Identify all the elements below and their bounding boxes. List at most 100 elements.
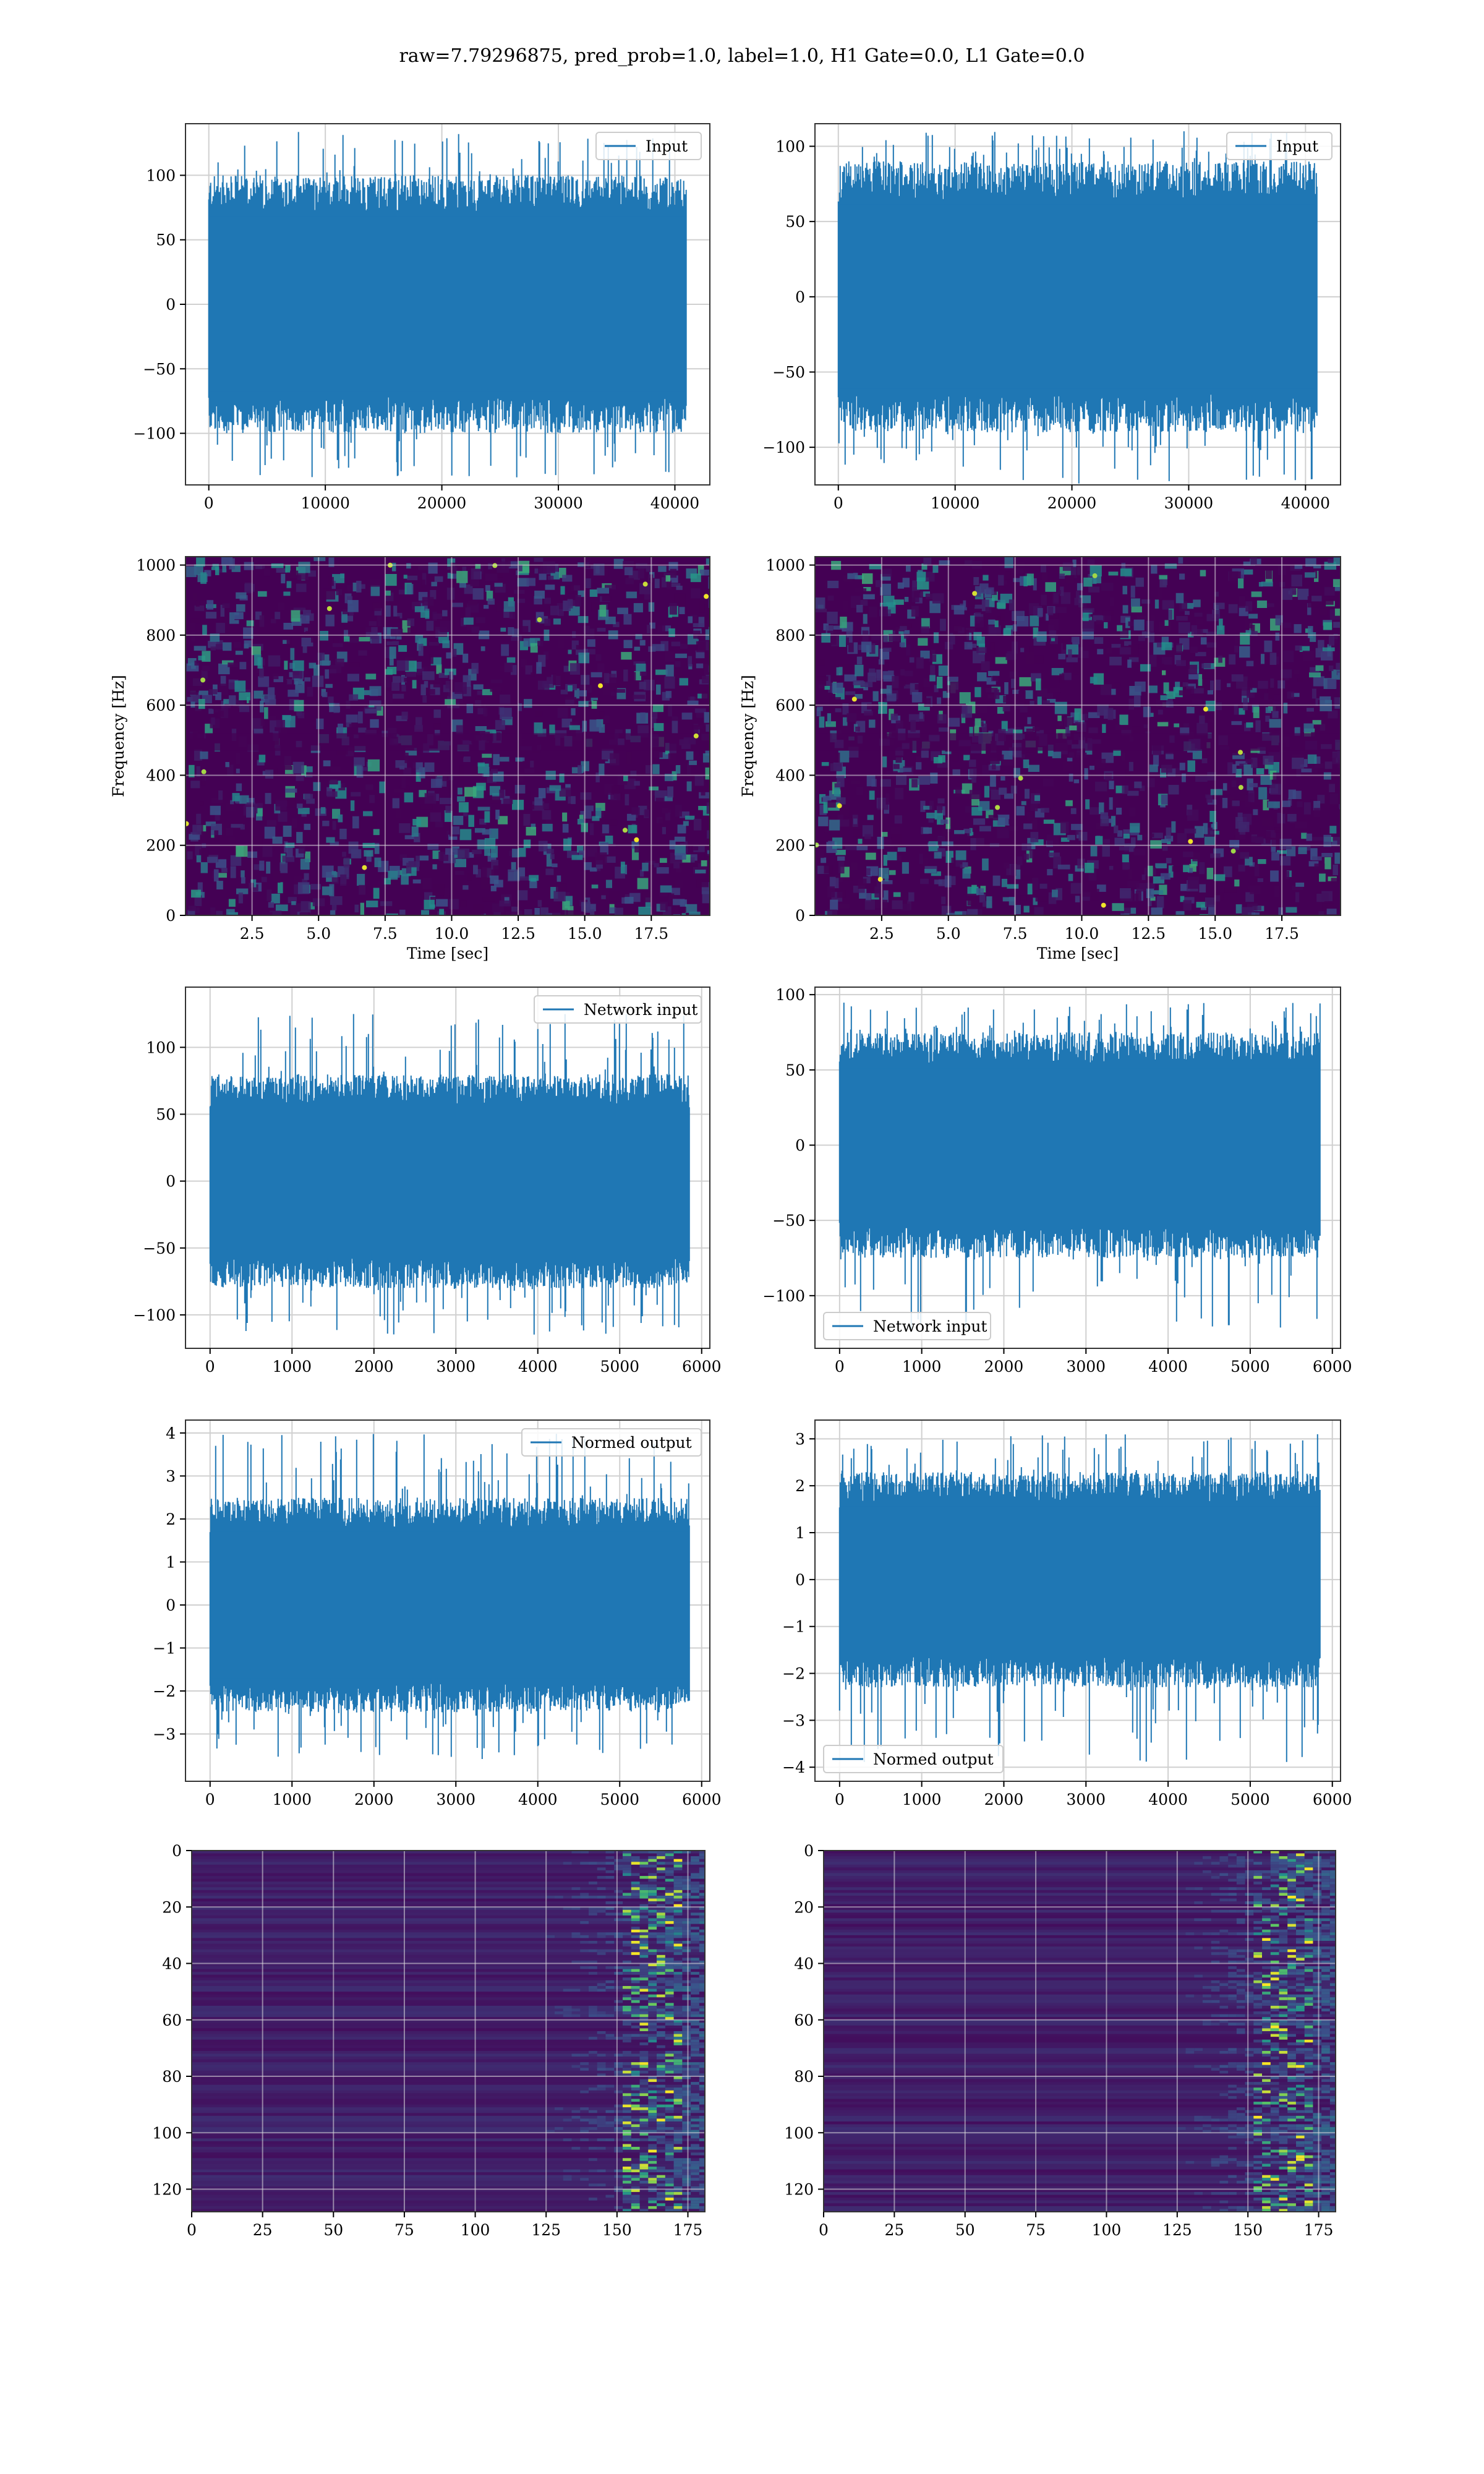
heatmap-cell <box>657 2129 665 2133</box>
heatmap-cell <box>848 640 854 653</box>
heatmap-cell <box>407 575 418 581</box>
x-tick-label: 40000 <box>650 494 700 512</box>
heatmap-cell <box>1313 1862 1322 1865</box>
heatmap-cell <box>665 2141 674 2145</box>
heatmap-cell <box>392 676 401 683</box>
heatmap-cell <box>484 847 491 856</box>
heatmap-cell <box>880 779 892 787</box>
heatmap-row <box>192 2147 705 2151</box>
heatmap-cell <box>648 2037 657 2040</box>
heatmap-cell <box>1065 727 1071 737</box>
heatmap-cell <box>624 567 633 576</box>
heatmap-cell <box>308 570 317 577</box>
heatmap-cell <box>1166 701 1174 708</box>
heatmap-cell <box>1270 1952 1279 1956</box>
heatmap-cell <box>1329 1864 1336 1868</box>
heatmap-cell <box>276 568 288 573</box>
heatmap-cell <box>1141 874 1146 880</box>
heatmap-cell <box>691 2118 699 2122</box>
heatmap-cell <box>1189 863 1196 872</box>
heatmap-cell <box>623 2189 631 2193</box>
heatmap-cell <box>285 788 297 793</box>
heatmap-cell <box>236 768 240 774</box>
heatmap-cell <box>1296 1867 1305 1871</box>
heatmap-cell <box>491 860 498 870</box>
heatmap-cell <box>1243 764 1253 776</box>
heatmap-cell <box>1113 750 1121 756</box>
x-axis-label: Time [sec] <box>407 944 488 962</box>
heatmap-row <box>824 1876 1336 1880</box>
heatmap-cell <box>937 819 944 825</box>
heatmap-hotspot <box>201 769 207 774</box>
heatmap-cell <box>665 1946 674 1950</box>
heatmap-cell <box>699 1983 705 1987</box>
heatmap-cell <box>657 1932 665 1936</box>
heatmap-cell <box>291 901 296 905</box>
heatmap-cell <box>403 575 407 579</box>
heatmap-cell <box>1258 859 1266 864</box>
heatmap-cell <box>639 2014 649 2018</box>
heatmap-cell <box>308 892 312 903</box>
heatmap-row <box>824 1867 1336 1871</box>
heatmap-cell <box>1287 1960 1296 1964</box>
heatmap-cell <box>1236 1932 1245 1936</box>
heatmap-row <box>192 2057 705 2060</box>
heatmap-cell <box>639 2090 649 2094</box>
heatmap-cell <box>1052 751 1062 758</box>
heatmap-cell <box>499 789 505 798</box>
heatmap-cell <box>1211 1988 1220 1992</box>
heatmap-cell <box>639 2019 649 2023</box>
heatmap-cell <box>198 656 206 661</box>
heatmap-cell <box>1160 873 1171 880</box>
heatmap-cell <box>1015 869 1021 880</box>
y-tick-label: 40 <box>162 1955 182 1973</box>
heatmap-row <box>824 1949 1336 1953</box>
heatmap-cell <box>1074 708 1081 721</box>
heatmap-cell <box>682 1969 691 1972</box>
heatmap-cell <box>972 823 978 833</box>
heatmap-cell <box>589 1966 597 1970</box>
heatmap-cell <box>485 729 497 735</box>
heatmap-cell <box>657 1856 665 1860</box>
heatmap-cell <box>1253 1977 1262 1981</box>
heatmap-cell <box>1203 1918 1211 1922</box>
heatmap-cell <box>682 2019 691 2023</box>
heatmap-cell <box>866 868 871 876</box>
heatmap-cell <box>599 763 605 776</box>
heatmap-cell <box>699 2014 705 2018</box>
heatmap-cell <box>701 691 710 700</box>
heatmap-cell <box>657 1921 665 1925</box>
heatmap-cell <box>1313 1901 1322 1905</box>
heatmap-cell <box>992 675 1000 681</box>
heatmap-cell <box>623 2138 631 2142</box>
heatmap-cell <box>699 2147 705 2151</box>
heatmap-cell <box>471 568 481 580</box>
heatmap-cell <box>702 675 710 684</box>
heatmap-cell <box>422 597 434 606</box>
heatmap-cell <box>523 839 531 849</box>
heatmap-cell <box>1236 1992 1245 1995</box>
heatmap-cell <box>320 807 326 814</box>
heatmap-cell <box>466 704 474 714</box>
x-tick-label: 5.0 <box>306 925 331 943</box>
heatmap-cell <box>682 2087 691 2091</box>
heatmap-cell <box>1323 772 1331 780</box>
heatmap-cell <box>475 869 481 878</box>
heatmap-cell <box>1287 1881 1296 1885</box>
x-tick-label: 40000 <box>1281 494 1331 512</box>
heatmap-cell <box>934 880 942 884</box>
heatmap-cell <box>525 804 534 810</box>
heatmap-cell <box>828 686 835 693</box>
heatmap-cell <box>665 1873 674 1877</box>
y-tick-label: −100 <box>762 1287 805 1305</box>
heatmap-cell <box>1177 833 1187 844</box>
heatmap-cell <box>674 836 686 842</box>
heatmap-cell <box>923 805 932 810</box>
heatmap-cell <box>1238 821 1250 833</box>
heatmap-cell <box>294 678 303 685</box>
heatmap-cell <box>299 614 310 624</box>
heatmap-cell <box>925 571 935 582</box>
heatmap-cell <box>1006 865 1013 876</box>
heatmap-cell <box>682 2084 691 2088</box>
heatmap-cell <box>198 690 208 695</box>
